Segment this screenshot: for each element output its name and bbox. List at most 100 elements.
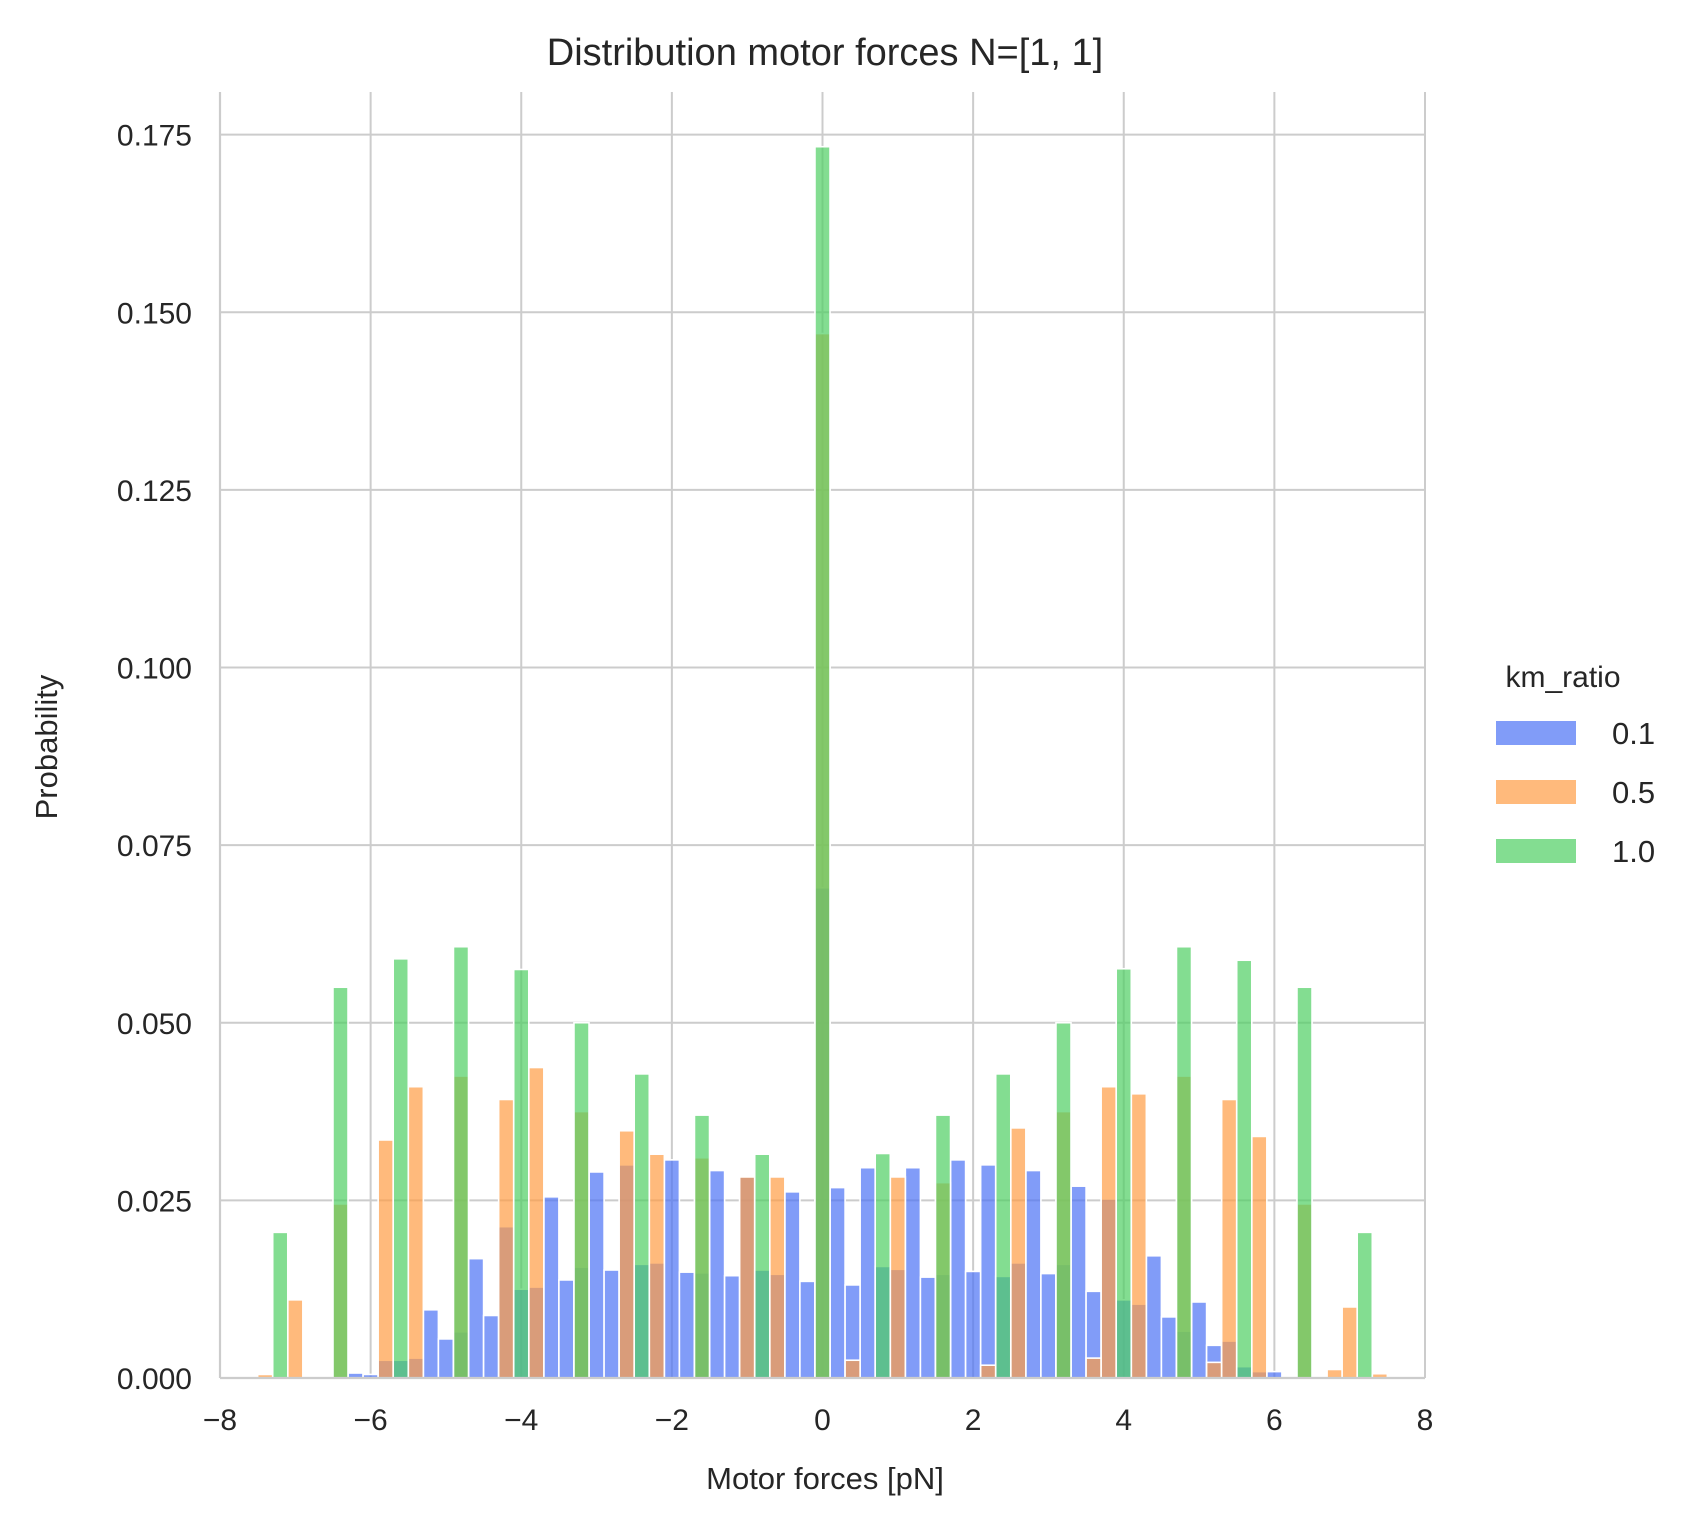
x-axis-title: Motor forces [pN] [706, 1461, 944, 1496]
y-tick-label: 0.125 [117, 475, 192, 508]
bar-0.1 [723, 1274, 741, 1379]
x-tick-label: −8 [203, 1404, 237, 1437]
legend-title: km_ratio [1505, 661, 1620, 694]
bar-0.5 [768, 1176, 786, 1379]
bar-1.0 [452, 945, 470, 1379]
x-tick-label: −6 [354, 1404, 388, 1437]
bar-0.5 [1085, 1357, 1102, 1379]
bar-1.0 [814, 145, 831, 1379]
bar-0.1 [1025, 1169, 1042, 1379]
bar-0.5 [1250, 1135, 1268, 1379]
series-1.0 [271, 145, 1374, 1379]
y-tick-label: 0.050 [117, 1008, 192, 1041]
bar-1.0 [1055, 1021, 1072, 1379]
bar-1.0 [693, 1114, 711, 1379]
x-tick-label: −2 [655, 1404, 689, 1437]
bar-0.5 [527, 1066, 545, 1379]
bar-1.0 [874, 1152, 892, 1379]
bar-1.0 [994, 1073, 1012, 1379]
bar-0.1 [543, 1196, 560, 1379]
legend-label-0.5: 0.5 [1612, 775, 1655, 810]
bar-1.0 [1235, 959, 1253, 1379]
bar-0.5 [377, 1139, 395, 1379]
bar-1.0 [1356, 1231, 1374, 1379]
bar-0.5 [497, 1098, 515, 1379]
bar-0.5 [889, 1176, 907, 1379]
bar-0.1 [919, 1276, 937, 1379]
bar-0.1 [859, 1166, 877, 1379]
y-axis-title: Probability [29, 674, 64, 819]
y-tick-label: 0.100 [117, 653, 192, 686]
legend-label-0.1: 0.1 [1612, 716, 1655, 751]
bar-0.1 [437, 1338, 455, 1379]
x-tick-label: 6 [1266, 1404, 1283, 1437]
bar-0.5 [1100, 1085, 1118, 1379]
bar-0.5 [1220, 1098, 1238, 1379]
bar-1.0 [512, 968, 530, 1379]
bar-0.1 [467, 1257, 485, 1379]
bar-0.5 [979, 1364, 997, 1379]
bar-0.1 [603, 1269, 620, 1379]
x-tick-label: 8 [1417, 1404, 1434, 1437]
bar-0.5 [1341, 1306, 1359, 1379]
legend-swatch-0.1 [1496, 721, 1576, 745]
bar-0.1 [904, 1166, 922, 1379]
bar-0.1 [979, 1164, 997, 1379]
bar-1.0 [1175, 945, 1193, 1379]
bar-0.5 [1205, 1361, 1223, 1379]
bar-0.5 [286, 1299, 304, 1379]
bar-1.0 [1115, 967, 1133, 1379]
bar-0.5 [1130, 1093, 1148, 1379]
bar-0.1 [678, 1271, 696, 1379]
bar-0.5 [407, 1085, 425, 1379]
legend-label-1.0: 1.0 [1612, 834, 1655, 869]
bar-1.0 [271, 1231, 289, 1379]
bar-0.5 [648, 1153, 666, 1379]
x-tick-label: 0 [814, 1404, 831, 1437]
axes: −8 −6 −4 −2 0 2 4 6 8 0.000 0.025 0.050 0.075 0.100 0.… [117, 92, 1433, 1437]
bar-0.1 [663, 1159, 681, 1379]
bar-0.1 [482, 1314, 500, 1379]
bar-0.1 [964, 1270, 982, 1379]
bar-0.1 [558, 1279, 575, 1379]
y-tick-label: 0.025 [117, 1185, 192, 1218]
bar-1.0 [1296, 986, 1313, 1379]
x-tick-label: 4 [1115, 1404, 1132, 1437]
legend: km_ratio 0.1 0.5 1.0 [1496, 661, 1655, 869]
bar-0.1 [799, 1280, 816, 1379]
bar-1.0 [573, 1021, 590, 1379]
legend-swatch-1.0 [1496, 839, 1576, 863]
x-tick-label: −4 [504, 1404, 538, 1437]
bar-0.1 [708, 1169, 726, 1379]
bar-0.5 [738, 1176, 756, 1379]
bar-0.1 [588, 1171, 605, 1379]
y-tick-label: 0.000 [117, 1363, 192, 1396]
legend-swatch-0.5 [1496, 780, 1576, 804]
bar-1.0 [934, 1114, 952, 1379]
bar-0.1 [1040, 1272, 1057, 1379]
bar-0.5 [1009, 1127, 1027, 1379]
y-tick-label: 0.175 [117, 120, 192, 153]
bar-0.5 [844, 1359, 861, 1379]
x-tick-label: 2 [965, 1404, 982, 1437]
bar-0.5 [618, 1129, 636, 1379]
bar-0.1 [1160, 1316, 1178, 1379]
y-tick-label: 0.075 [117, 830, 192, 863]
y-tick-label: 0.150 [117, 297, 192, 330]
bar-0.1 [829, 1186, 846, 1379]
bar-0.1 [1070, 1185, 1087, 1379]
bar-1.0 [392, 958, 410, 1379]
bar-1.0 [633, 1073, 651, 1379]
bar-1.0 [332, 986, 349, 1379]
bar-0.1 [1190, 1301, 1208, 1379]
bar-0.1 [1145, 1254, 1163, 1379]
bar-0.1 [422, 1308, 440, 1379]
bar-0.1 [784, 1191, 801, 1379]
bar-0.5 [1326, 1368, 1343, 1379]
bar-1.0 [753, 1153, 771, 1379]
chart-title: Distribution motor forces N=[1, 1] [547, 32, 1104, 74]
histogram-bars [256, 145, 1389, 1379]
bar-0.1 [949, 1159, 967, 1379]
